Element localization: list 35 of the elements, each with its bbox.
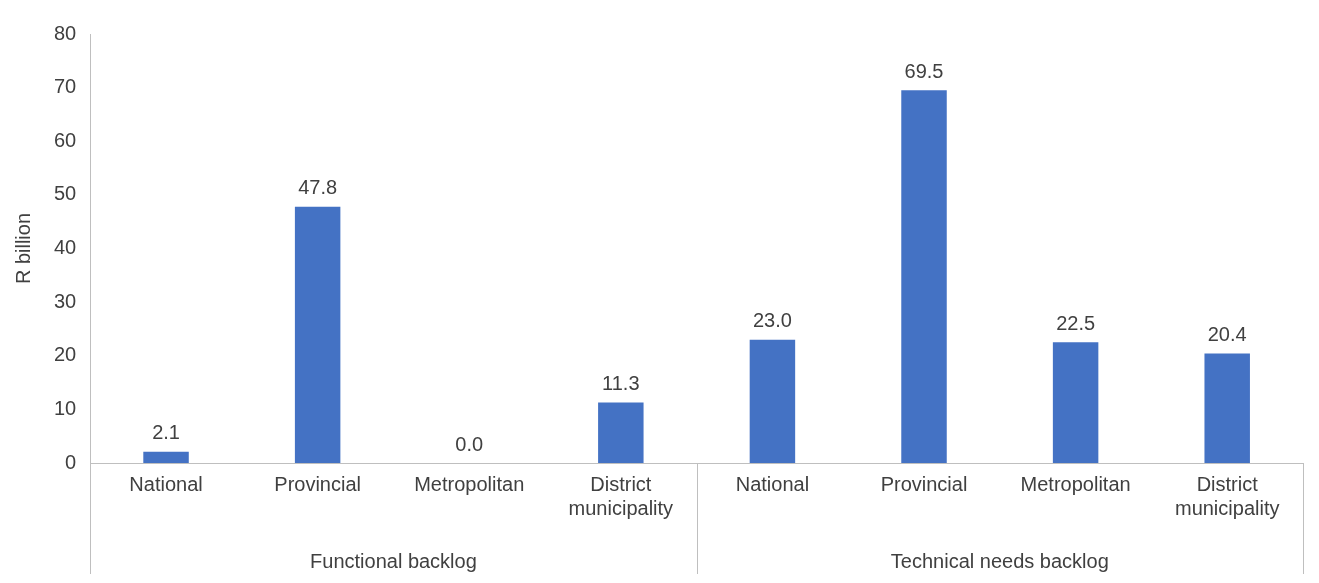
text: Functional backlog: [310, 549, 477, 572]
bar: [143, 451, 189, 463]
bar: [294, 206, 341, 463]
y-tick-label: 10: [54, 396, 77, 419]
data-label: 47.8: [298, 176, 338, 199]
y-tick-label: 20: [54, 343, 77, 366]
text: Technical needs backlog: [890, 549, 1109, 572]
y-tick-label: 50: [54, 182, 77, 205]
x-tick-label: National: [735, 472, 810, 495]
x-tick-label: Metropolitan: [414, 472, 525, 495]
data-label: 2.1: [152, 421, 180, 444]
y-tick-label: 30: [54, 289, 77, 312]
data-label: 0.0: [455, 432, 484, 455]
bar: [901, 90, 947, 463]
bar: [1052, 342, 1099, 463]
x-tick-label: Provincial: [880, 472, 968, 495]
data-label: 11.3: [602, 371, 640, 394]
x-tick-label: Metropolitan: [1020, 472, 1131, 495]
y-tick-label: 60: [54, 128, 77, 151]
y-tick-label: 40: [54, 236, 77, 259]
data-label: 22.5: [1056, 311, 1096, 334]
bar: [598, 402, 644, 463]
data-label: 20.4: [1207, 323, 1247, 346]
y-tick-label: 0: [65, 450, 77, 473]
x-tick-label: National: [129, 472, 203, 495]
x-tick-label: District municipality: [568, 472, 674, 519]
y-tick-label: 70: [54, 75, 77, 98]
y-tick-label: 80: [54, 21, 77, 44]
data-label: 23.0: [752, 309, 792, 332]
bar: [749, 339, 796, 463]
data-label: 69.5: [904, 59, 944, 82]
x-tick-label: District municipality: [1174, 472, 1280, 519]
x-tick-label: Provincial: [274, 472, 361, 495]
y-axis-title: R billion: [11, 212, 34, 285]
bar: [1204, 353, 1250, 463]
